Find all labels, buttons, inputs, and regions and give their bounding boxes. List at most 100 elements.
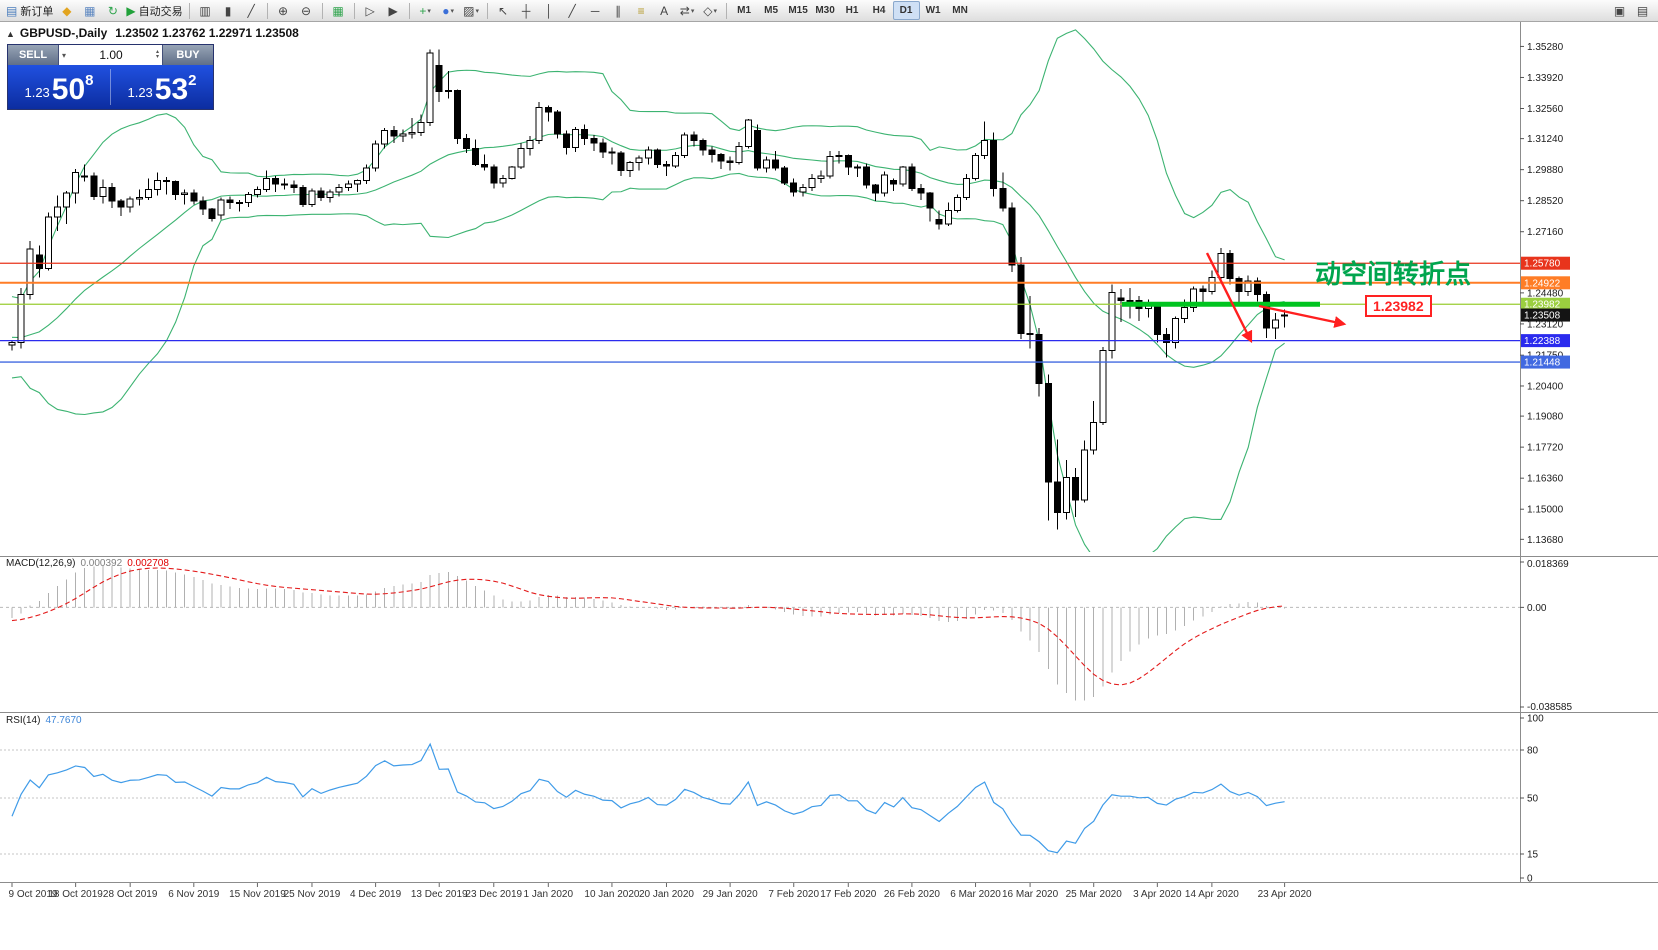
line-chart-icon[interactable]: ╱ — [240, 2, 263, 20]
new-order-button-label: 新订单 — [20, 5, 54, 18]
autotrading-button[interactable]: ▶ 自动交易 — [124, 2, 184, 20]
svg-text:1.16360: 1.16360 — [1527, 474, 1564, 485]
svg-text:23 Dec 2019: 23 Dec 2019 — [465, 889, 522, 900]
candlestick-chart-icon[interactable]: ▮ — [217, 2, 240, 20]
svg-text:25 Nov 2019: 25 Nov 2019 — [284, 889, 341, 900]
svg-text:80: 80 — [1527, 746, 1539, 757]
svg-text:1.22388: 1.22388 — [1524, 336, 1561, 347]
horizontal-line-icon: ─ — [590, 3, 600, 18]
volume-up-icon[interactable]: ▴ — [155, 49, 159, 55]
text-label-icon: A — [660, 3, 669, 18]
svg-text:6 Mar 2020: 6 Mar 2020 — [950, 889, 1001, 900]
shapes-icon[interactable]: ◇ ▾ — [699, 2, 722, 20]
toolbar-separator — [188, 2, 190, 19]
svg-text:4 Dec 2019: 4 Dec 2019 — [350, 889, 402, 900]
svg-text:1.23982: 1.23982 — [1524, 300, 1561, 311]
line-chart-icon: ╱ — [247, 3, 255, 18]
dropdown-arrow-icon[interactable]: ▾ — [450, 7, 454, 15]
window-arrange-icon[interactable]: ▤ — [1636, 3, 1649, 18]
macd-value-signal: 0.002708 — [127, 558, 169, 569]
toolbar-separator — [266, 2, 268, 19]
svg-text:1.24922: 1.24922 — [1524, 278, 1561, 289]
arrows-tool-icon[interactable]: ⇄ ▾ — [676, 2, 699, 20]
arrows-tool-icon: ⇄ — [679, 3, 690, 18]
timeframe-w1-button[interactable]: W1 — [925, 5, 941, 16]
timeframe-m30-button[interactable]: M30 — [815, 5, 835, 16]
zoom-out-icon[interactable]: ⊖ — [295, 2, 318, 20]
timeframe-m15-button[interactable]: M15 — [788, 5, 808, 16]
new-order-button[interactable]: ▤ 新订单 — [4, 2, 55, 20]
timeframe-mn-button[interactable]: MN — [952, 5, 968, 16]
vertical-line-icon: │ — [545, 3, 553, 18]
svg-text:0.018369: 0.018369 — [1527, 559, 1569, 570]
candlestick-chart-icon: ▮ — [224, 3, 232, 18]
bid-big-digits: 50 — [51, 73, 86, 106]
svg-text:28 Oct 2019: 28 Oct 2019 — [103, 889, 158, 900]
main-toolbar: ▤ 新订单 ◆ ▦ ↻ ▶ 自动交易 ▥ ▮ ╱ ⊕ ⊖ ▦ ▷ ▶ + ▾ ● ▾ ▨ ▾ ↖ ┼ │ ╱ ─ ∥ ≡ A ⇄ ▾ ◇ ▾ M1… — [0, 0, 1658, 22]
timeframe-h4-button[interactable]: H4 — [872, 5, 886, 16]
timeframe-m1-button[interactable]: M1 — [737, 5, 752, 16]
refresh-icon: ↻ — [107, 3, 118, 18]
ask-prefix: 1.23 — [127, 85, 153, 100]
svg-text:100: 100 — [1527, 714, 1544, 725]
volume-down-icon[interactable]: ▾ — [155, 54, 159, 60]
metaeditor-icon[interactable]: ◆ — [55, 2, 78, 20]
dropdown-arrow-icon[interactable]: ▾ — [690, 7, 695, 15]
sell-price-button[interactable]: 1.23 50 8 — [8, 65, 110, 109]
buy-button[interactable]: BUY — [163, 45, 213, 65]
volume-field[interactable]: ▾ 1.00 ▴ ▾ — [58, 45, 163, 65]
chart-shift-icon[interactable]: ▷ — [359, 2, 382, 20]
fibonacci-icon[interactable]: ≡ — [630, 2, 653, 20]
svg-text:1.17720: 1.17720 — [1527, 443, 1564, 454]
crosshair-icon[interactable]: ┼ — [515, 2, 538, 20]
timeframe-m5-button[interactable]: M5 — [764, 5, 779, 16]
auto-scroll-icon: ▶ — [388, 3, 398, 18]
ask-big-digits: 53 — [154, 73, 189, 106]
bid-pipette: 8 — [85, 72, 94, 89]
new-chart-icon[interactable]: ▣ — [1613, 3, 1626, 18]
sell-button[interactable]: SELL — [8, 45, 58, 65]
volume-dropdown-icon[interactable]: ▾ — [62, 50, 67, 60]
timeframe-d1-button[interactable]: D1 — [892, 1, 920, 20]
vertical-line-icon[interactable]: │ — [538, 2, 561, 20]
cursor-icon[interactable]: ↖ — [492, 2, 515, 20]
templates-icon[interactable]: ▨ ▾ — [460, 2, 483, 20]
auto-scroll-icon[interactable]: ▶ — [382, 2, 405, 20]
buy-price-button[interactable]: 1.23 53 2 — [111, 65, 213, 109]
svg-text:1.28520: 1.28520 — [1527, 196, 1564, 207]
svg-text:1.19080: 1.19080 — [1527, 412, 1564, 423]
volume-stepper[interactable]: ▴ ▾ — [155, 49, 159, 60]
bid-prefix: 1.23 — [24, 85, 50, 100]
zoom-in-icon: ⊕ — [278, 3, 289, 18]
bar-chart-icon[interactable]: ▥ — [194, 2, 217, 20]
timeframe-h1-button[interactable]: H1 — [845, 5, 859, 16]
svg-text:0: 0 — [1527, 874, 1533, 885]
refresh-icon[interactable]: ↻ — [101, 2, 124, 20]
svg-text:10 Jan 2020: 10 Jan 2020 — [584, 889, 639, 900]
data-window-icon[interactable]: ▦ — [78, 2, 101, 20]
dropdown-arrow-icon[interactable]: ▾ — [475, 7, 479, 15]
one-click-trading-panel: SELL ▾ 1.00 ▴ ▾ BUY 1.23 50 8 1.23 53 2 — [7, 44, 214, 110]
equidistant-channel-icon[interactable]: ∥ — [607, 2, 630, 20]
text-label-icon[interactable]: A — [653, 2, 676, 20]
collapse-panel-icon[interactable]: ▲ — [6, 29, 15, 39]
svg-text:17 Feb 2020: 17 Feb 2020 — [820, 889, 877, 900]
svg-text:1.32560: 1.32560 — [1527, 104, 1564, 115]
dropdown-arrow-icon[interactable]: ▾ — [427, 7, 431, 15]
horizontal-line-icon[interactable]: ─ — [584, 2, 607, 20]
volume-value: 1.00 — [99, 48, 123, 62]
periods-icon[interactable]: ● ▾ — [437, 2, 460, 20]
price-tag-label: 1.23982 — [1365, 295, 1432, 317]
chart-ohlc-values: 1.23502 1.23762 1.22971 1.23508 — [115, 26, 299, 40]
tile-windows-icon[interactable]: ▦ — [327, 2, 350, 20]
trendline-icon[interactable]: ╱ — [561, 2, 584, 20]
svg-text:26 Feb 2020: 26 Feb 2020 — [884, 889, 941, 900]
indicators-icon[interactable]: + ▾ — [414, 2, 437, 20]
dropdown-arrow-icon[interactable]: ▾ — [713, 7, 717, 15]
chart-title-bar: ▲ GBPUSD-,Daily 1.23502 1.23762 1.22971 1.… — [6, 26, 299, 40]
toolbar-separator — [486, 2, 488, 19]
toolbar-separator — [408, 2, 410, 19]
zoom-in-icon[interactable]: ⊕ — [272, 2, 295, 20]
svg-text:50: 50 — [1527, 794, 1539, 805]
